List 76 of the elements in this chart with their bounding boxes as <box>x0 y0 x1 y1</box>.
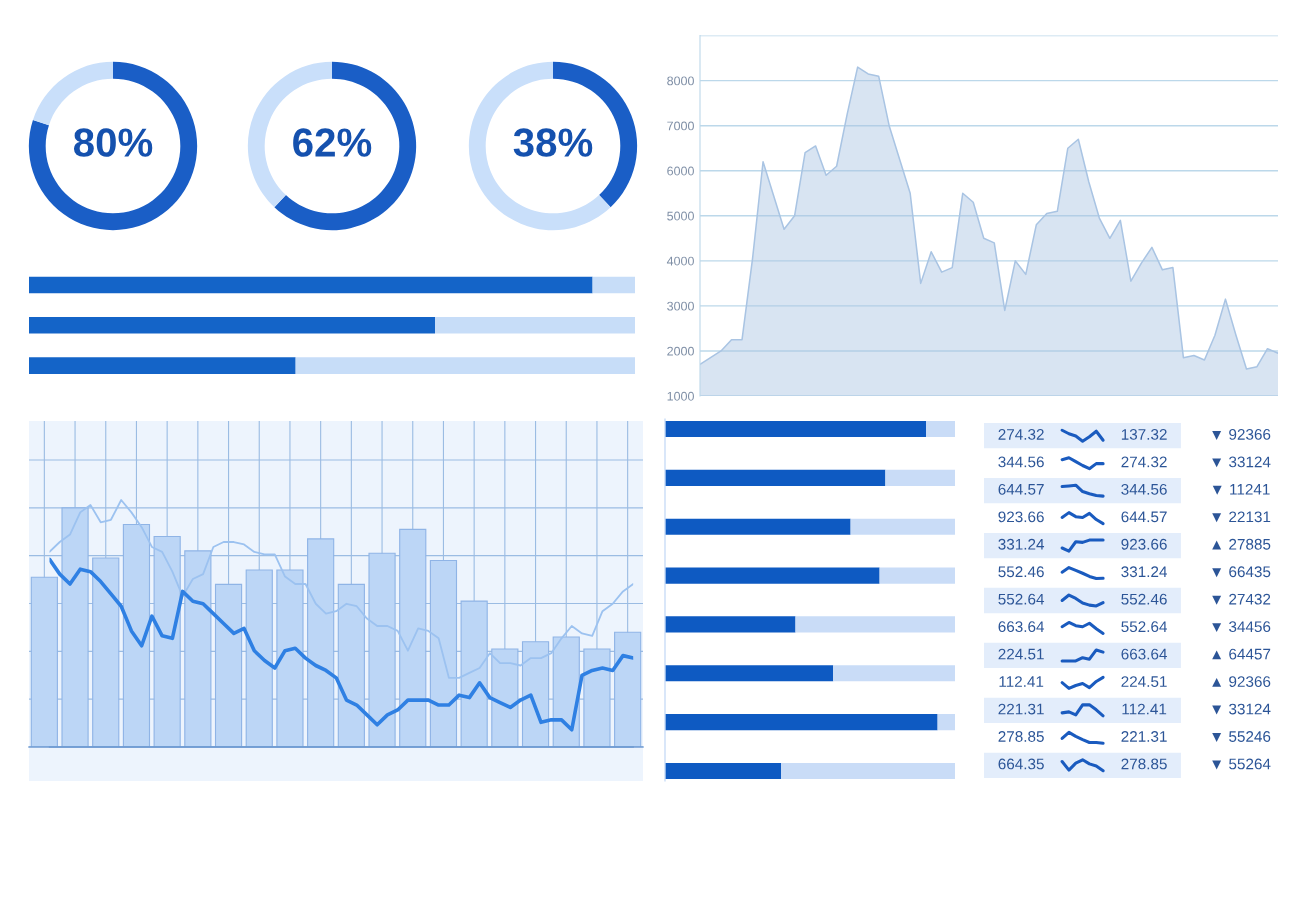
bar <box>926 420 955 438</box>
text: 663.64 <box>998 621 1045 633</box>
text: ▼ 55264 <box>1212 758 1271 770</box>
text: ▼ 33124 <box>1212 703 1271 715</box>
text: 331.24 <box>1121 566 1167 578</box>
text: 552.46 <box>1121 593 1167 605</box>
text: 344.56 <box>998 456 1044 468</box>
text: 278.85 <box>998 731 1044 742</box>
text: ▼ 11241 <box>1212 483 1270 495</box>
text: 62% <box>293 128 372 157</box>
text: 112.41 <box>999 676 1044 687</box>
text: 38% <box>513 128 593 157</box>
y-tick-label: 6000 <box>667 166 694 176</box>
text: 552.64 <box>1121 621 1167 633</box>
y-tick-label: 8000 <box>667 76 694 86</box>
y-tick-label: 5000 <box>667 211 694 221</box>
text: ▼ 27432 <box>1212 593 1271 605</box>
text: ▼ 33124 <box>1212 456 1271 468</box>
text: 274.32 <box>998 429 1044 440</box>
bar <box>665 616 796 633</box>
text: ▼ 55246 <box>1212 731 1271 742</box>
y-tick-label: 1000 <box>667 391 694 401</box>
donut-slice <box>32 61 113 126</box>
text: 923.66 <box>998 511 1044 523</box>
bar <box>795 616 955 633</box>
bar <box>937 714 955 731</box>
text: ▼ 22131 <box>1212 511 1271 523</box>
bar <box>665 420 926 438</box>
text: ▼ 66435 <box>1212 566 1271 578</box>
text: 224.51 <box>998 648 1044 660</box>
bar <box>879 567 955 584</box>
donut-slice <box>468 61 611 231</box>
text: ▲ 92366 <box>1212 676 1271 687</box>
text: 221.31 <box>1121 731 1167 742</box>
text: 663.64 <box>1121 648 1167 660</box>
text: ▲ 27885 <box>1212 538 1271 550</box>
bar <box>781 762 955 780</box>
text: 552.46 <box>998 566 1044 578</box>
bar <box>665 518 851 535</box>
text: 331.24 <box>998 538 1045 550</box>
y-tick-label: 3000 <box>667 301 694 311</box>
y-tick-label: 4000 <box>666 256 694 266</box>
bar <box>29 357 296 374</box>
bar <box>435 317 635 334</box>
text: 80% <box>73 128 153 157</box>
bar <box>665 567 880 584</box>
bar <box>295 357 635 374</box>
text: ▼ 92366 <box>1212 429 1271 440</box>
donut-slice <box>28 61 198 231</box>
text: 137.32 <box>1121 429 1167 440</box>
bar <box>665 665 834 682</box>
text: 664.35 <box>998 758 1044 770</box>
text: 923.66 <box>1121 538 1167 550</box>
bar <box>665 714 938 731</box>
text: 644.57 <box>1121 511 1167 523</box>
bar <box>29 276 593 294</box>
bar <box>850 518 955 535</box>
text: 112.41 <box>1122 703 1167 715</box>
text: 221.31 <box>998 703 1044 715</box>
bar <box>885 469 955 486</box>
text: 278.85 <box>1121 758 1167 770</box>
text: 224.51 <box>1121 676 1167 687</box>
y-tick-label: 7000 <box>667 121 694 131</box>
bar <box>29 317 436 334</box>
y-tick-label: 2000 <box>667 346 694 356</box>
text: 552.64 <box>998 593 1045 605</box>
bar <box>665 469 886 486</box>
text: 344.56 <box>1121 483 1167 495</box>
text: 274.32 <box>1121 456 1167 468</box>
text: ▼ 34456 <box>1212 621 1271 633</box>
text: ▲ 64457 <box>1212 648 1271 660</box>
bar <box>833 665 955 682</box>
donut-slice <box>274 61 417 231</box>
bar <box>665 762 781 780</box>
bar <box>592 276 635 294</box>
text: 644.57 <box>998 483 1044 495</box>
